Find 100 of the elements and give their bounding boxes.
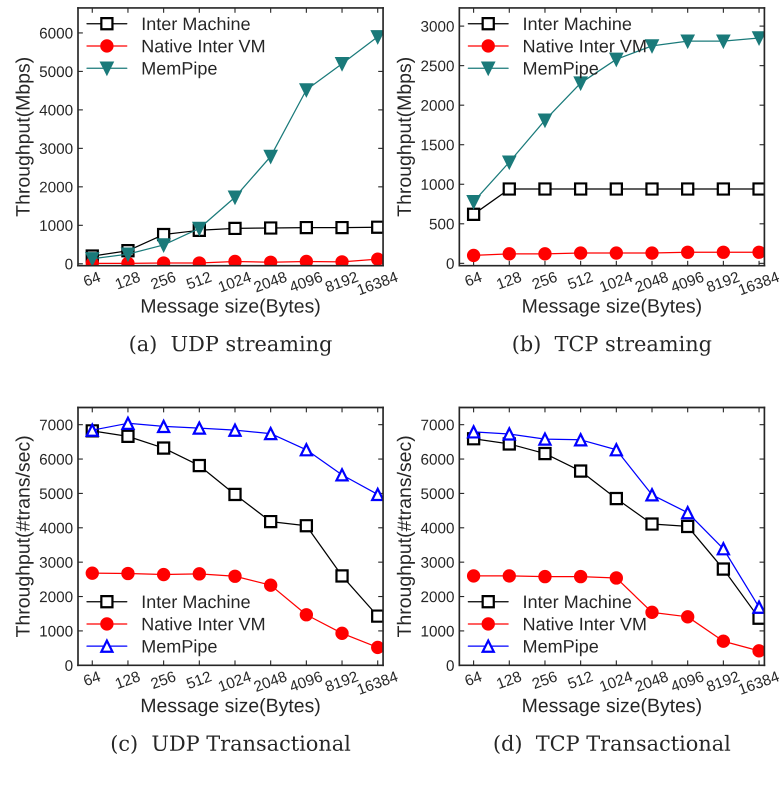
x-tick-label: 256 <box>531 271 558 290</box>
point <box>228 488 242 502</box>
point <box>300 220 314 234</box>
x-tick-label: 2048 <box>634 670 669 692</box>
legend-label: MemPipe <box>524 639 598 656</box>
point <box>466 569 480 583</box>
y-tick-label: 5000 <box>40 66 73 78</box>
point <box>156 238 170 252</box>
point <box>300 254 314 266</box>
y-tick-label: 7000 <box>40 420 73 430</box>
legend-label: MemPipe <box>142 639 217 656</box>
point <box>681 506 694 520</box>
y-tick-label: 2000 <box>40 182 73 193</box>
point <box>86 566 99 580</box>
point <box>228 254 242 266</box>
point <box>300 519 314 532</box>
y-tick-label: 6000 <box>40 454 73 465</box>
x-tick-label: 8192 <box>324 271 359 293</box>
y-axis-title: Throughput(#trans/sec) <box>396 436 415 637</box>
x-tick-label: 4096 <box>670 271 704 293</box>
x-tick-label: 128 <box>496 670 522 690</box>
point <box>121 416 135 430</box>
x-axis-title: Message size(Bytes) <box>142 698 320 716</box>
y-tick-label: 0 <box>65 258 73 270</box>
point <box>645 39 659 53</box>
point <box>716 182 730 196</box>
point <box>716 542 730 556</box>
point <box>716 562 730 576</box>
point <box>538 114 552 127</box>
point <box>264 578 278 592</box>
x-tick-label: 1024 <box>599 271 634 292</box>
legend-label: Inter Machine <box>524 594 632 608</box>
x-tick-label: 16384 <box>738 271 780 296</box>
x-tick-label: 256 <box>531 670 558 690</box>
y-axis-title: Throughput(#trans/sec) <box>15 436 34 637</box>
x-tick-label: 16384 <box>356 670 399 695</box>
x-tick-label: 16384 <box>356 271 399 296</box>
y-tick-label: 7000 <box>421 420 454 430</box>
legend-label: Native Inter VM <box>524 39 646 52</box>
y-tick-label: 2000 <box>421 100 454 111</box>
y-tick-label: 3000 <box>421 557 454 568</box>
x-tick-label: 512 <box>186 271 212 290</box>
x-tick-label: 8192 <box>706 271 740 293</box>
x-axis-title: Message size(Bytes) <box>523 298 701 317</box>
x-tick-label: 64 <box>82 670 102 686</box>
point <box>264 150 278 164</box>
point <box>681 610 694 624</box>
point <box>752 600 764 614</box>
point <box>574 464 588 478</box>
x-tick-label: 512 <box>186 670 212 690</box>
x-tick-label: 256 <box>150 670 176 690</box>
y-tick-label: 6000 <box>40 28 73 39</box>
legend-label: MemPipe <box>142 61 217 78</box>
point <box>466 208 480 221</box>
point <box>645 182 659 196</box>
point <box>645 517 659 531</box>
point <box>300 443 314 456</box>
point <box>716 634 730 648</box>
point <box>371 30 384 44</box>
x-tick-label: 256 <box>150 271 176 290</box>
point <box>538 432 552 446</box>
point <box>371 640 384 654</box>
y-tick-label: 3000 <box>40 143 73 154</box>
x-tick-label: 64 <box>464 271 483 287</box>
x-tick-label: 2048 <box>253 271 288 292</box>
point <box>645 488 659 502</box>
point <box>645 606 659 620</box>
point <box>371 252 384 266</box>
point <box>156 420 170 434</box>
point <box>335 569 349 583</box>
point <box>538 446 552 460</box>
y-tick-label: 2000 <box>421 591 454 602</box>
x-tick-label: 8192 <box>706 670 740 692</box>
x-tick-label: 128 <box>114 670 141 690</box>
point <box>574 246 588 260</box>
point <box>502 155 516 169</box>
x-axis-title: Message size(Bytes) <box>523 698 701 716</box>
point <box>502 247 516 261</box>
y-tick-label: 1500 <box>422 140 454 150</box>
x-tick-label: 64 <box>464 670 483 686</box>
point <box>121 566 135 580</box>
x-axis-title: Message size(Bytes) <box>142 298 320 317</box>
point <box>752 644 764 658</box>
point <box>264 514 278 528</box>
text: (c) UDP Transactional <box>112 734 350 754</box>
point <box>716 246 730 259</box>
point <box>121 430 135 444</box>
y-tick-label: 1000 <box>422 179 454 190</box>
point <box>502 427 516 441</box>
point <box>502 569 516 583</box>
point <box>466 194 480 208</box>
x-tick-label: 1024 <box>218 271 252 292</box>
point <box>156 568 170 582</box>
point <box>228 190 242 204</box>
text: (b) TCP streaming <box>513 335 712 356</box>
y-tick-label: 5000 <box>40 488 73 500</box>
point <box>371 609 384 623</box>
point <box>610 571 623 585</box>
point <box>466 248 480 262</box>
x-tick-label: 4096 <box>288 271 324 293</box>
